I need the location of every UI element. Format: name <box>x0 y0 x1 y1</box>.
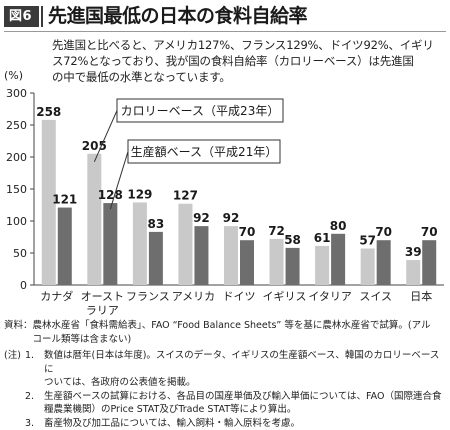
calorie-base-bar <box>406 260 420 285</box>
calorie-base-bar <box>270 239 284 285</box>
x-tick-label: 日本 <box>410 289 432 303</box>
x-tick-label: オースト <box>81 290 124 303</box>
footnote-line: 糧農業機関）のPrice STAT及びTrade STAT等により算出。 <box>44 403 446 417</box>
y-tick-label: 200 <box>6 151 27 164</box>
production-base-bar <box>422 240 436 285</box>
footnote-number: 3. <box>25 417 34 430</box>
calorie-base-bar <box>133 202 147 285</box>
footnote: (注) 1. 数値は暦年(日本は年度)。スイスのデータ、イギリスの生産額ベース、… <box>4 349 446 390</box>
footnote-line: ついては、各政府の公表値を掲載。 <box>44 376 446 390</box>
source-line: 資料：農林水産省「食料需給表」、FAO “Food Balance Sheets… <box>4 319 446 333</box>
production-base-bar <box>286 248 300 285</box>
data-label: 129 <box>127 187 152 201</box>
y-tick-label: 150 <box>6 183 27 196</box>
footnote-line: 畜産物及び加工品については、輸入飼料・輸入原料を考慮。 <box>44 417 446 430</box>
data-label: 127 <box>173 189 198 203</box>
self-sufficiency-bar-chart: 050100150200250300258121カナダ205128オーストラリア… <box>0 80 450 316</box>
legend-leader-line <box>94 111 117 162</box>
footnote: 2. 生産額ベースの試算における、各品目の国産単価及び輸入単価については、FAO… <box>4 390 446 417</box>
data-label: 70 <box>421 225 438 239</box>
data-label: 128 <box>98 188 123 202</box>
figure-title: 先進国最低の日本の食料自給率 <box>48 3 307 29</box>
data-label: 39 <box>405 245 422 259</box>
legend-calorie-label: カロリーベース（平成23年） <box>121 104 280 118</box>
data-label: 70 <box>375 225 392 239</box>
data-label: 92 <box>223 211 240 225</box>
footnotes: (注) 1. 数値は暦年(日本は年度)。スイスのデータ、イギリスの生産額ベース、… <box>4 349 446 430</box>
data-label: 258 <box>36 105 61 119</box>
x-tick-label: ラリア <box>86 304 119 316</box>
y-tick-label: 250 <box>6 119 27 132</box>
figure-badge: 図6 <box>4 6 37 27</box>
data-label: 57 <box>359 234 376 248</box>
data-label: 72 <box>268 224 285 238</box>
y-tick-label: 50 <box>13 247 27 260</box>
badge-stripe <box>41 6 43 27</box>
x-tick-label: フランス <box>126 290 170 303</box>
calorie-base-bar <box>87 154 101 285</box>
x-tick-label: イギリス <box>263 290 307 303</box>
data-label: 70 <box>239 225 256 239</box>
calorie-base-bar <box>178 204 192 285</box>
production-base-bar <box>149 232 163 285</box>
data-label: 61 <box>314 231 331 245</box>
data-label: 83 <box>148 217 165 231</box>
intro-text: 先進国と比べると、アメリカ127%、フランス129%、ドイツ92%、イギリ ス7… <box>52 37 448 85</box>
title-rule <box>4 31 446 32</box>
x-tick-label: イタリア <box>308 290 352 303</box>
y-tick-label: 300 <box>6 87 27 100</box>
source-note: 資料：農林水産省「食料需給表」、FAO “Food Balance Sheets… <box>4 319 446 347</box>
production-base-bar <box>58 208 72 285</box>
x-tick-label: カナダ <box>40 289 73 303</box>
footnote-number: 1. <box>25 349 34 363</box>
intro-line: ス72%となっており、我が国の食料自給率（カロリーベース）は先進国 <box>52 53 448 69</box>
calorie-base-bar <box>224 226 238 285</box>
intro-line: 先進国と比べると、アメリカ127%、フランス129%、ドイツ92%、イギリ <box>52 37 448 53</box>
y-tick-label: 0 <box>20 279 27 292</box>
footnote-prefix: (注) <box>4 349 22 363</box>
production-base-bar <box>240 240 254 285</box>
production-base-bar <box>103 203 117 285</box>
footnote-line: 数値は暦年(日本は年度)。スイスのデータ、イギリスの生産額ベース、韓国のカロリー… <box>44 349 446 376</box>
x-tick-label: アメリカ <box>172 290 215 303</box>
data-label: 58 <box>284 233 301 247</box>
production-base-bar <box>331 234 345 285</box>
source-line: コール類等は含まない) <box>4 333 446 347</box>
calorie-base-bar <box>361 249 375 285</box>
footnote-number: 2. <box>25 390 34 404</box>
calorie-base-bar <box>315 246 329 285</box>
figure-header: 図6 先進国最低の日本の食料自給率 <box>0 0 450 32</box>
production-base-bar <box>194 226 208 285</box>
legend-production-label: 生産額ベース（平成21年） <box>131 144 278 159</box>
footnote: 3. 畜産物及び加工品については、輸入飼料・輸入原料を考慮。 <box>4 417 446 430</box>
y-tick-label: 100 <box>6 215 27 228</box>
production-base-bar <box>377 240 391 285</box>
data-label: 92 <box>193 211 210 225</box>
x-tick-label: スイス <box>359 290 392 303</box>
badge-stripe <box>37 6 39 27</box>
footnote-line: 生産額ベースの試算における、各品目の国産単価及び輸入単価については、FAO（国際… <box>44 390 446 404</box>
data-label: 121 <box>52 193 77 207</box>
data-label: 80 <box>330 219 347 233</box>
x-tick-label: ドイツ <box>223 290 256 303</box>
